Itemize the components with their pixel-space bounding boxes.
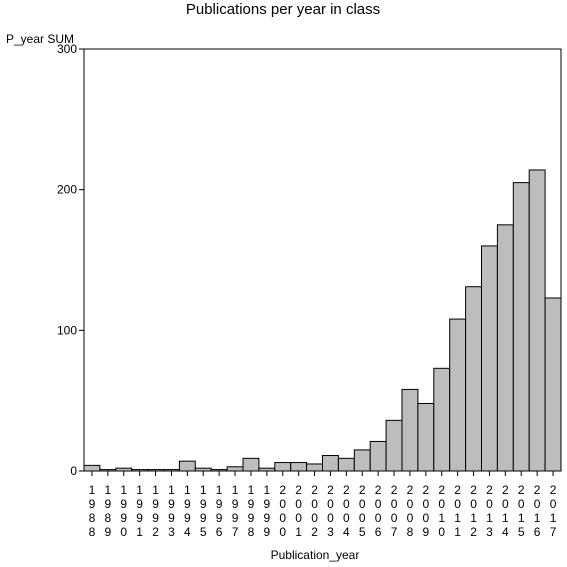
bar-2002: [306, 463, 324, 472]
bar-2009: [417, 402, 435, 472]
bar-2014: [496, 224, 514, 472]
bar-2006: [369, 440, 387, 472]
y-tick-label: 0: [70, 464, 77, 478]
bar-2012: [465, 286, 483, 472]
bar-2005: [353, 449, 371, 472]
bar-1998: [242, 457, 260, 472]
chart-title: Publications per year in class: [186, 1, 380, 18]
bar-2001: [290, 462, 308, 472]
bar-2003: [322, 455, 339, 472]
y-tick-label: 100: [57, 323, 77, 337]
bar-2000: [274, 462, 292, 472]
bar-1997: [226, 466, 244, 472]
bar-2007: [385, 419, 403, 472]
bar-1994: [178, 460, 196, 472]
y-axis: 0 100 200 300: [57, 42, 84, 478]
bar-2016: [528, 169, 546, 472]
bar-2004: [337, 457, 355, 472]
x-axis: 1 9 8 8 1 9 8 9 1 9 9 0 1 9 9 1 1 9 9 2 1 9 9 3 1 9 9 4 1 9 9 5 1 9 9 6 1 9 9 7…: [89, 471, 557, 539]
bar-2011: [449, 318, 467, 472]
y-axis-label: P_year SUM: [6, 32, 74, 46]
bar-2015: [512, 182, 530, 472]
bar-2013: [481, 245, 498, 472]
plot-frame: [83, 48, 562, 472]
bar-1988: [83, 464, 101, 472]
bar-2008: [401, 388, 419, 472]
x-axis-label: Publication_year: [271, 548, 360, 562]
bar-2017: [544, 297, 562, 472]
y-tick-label: 200: [57, 183, 77, 197]
y-tick-label: 300: [57, 42, 77, 56]
bars-group: [83, 169, 562, 472]
bar-2010: [433, 367, 451, 472]
